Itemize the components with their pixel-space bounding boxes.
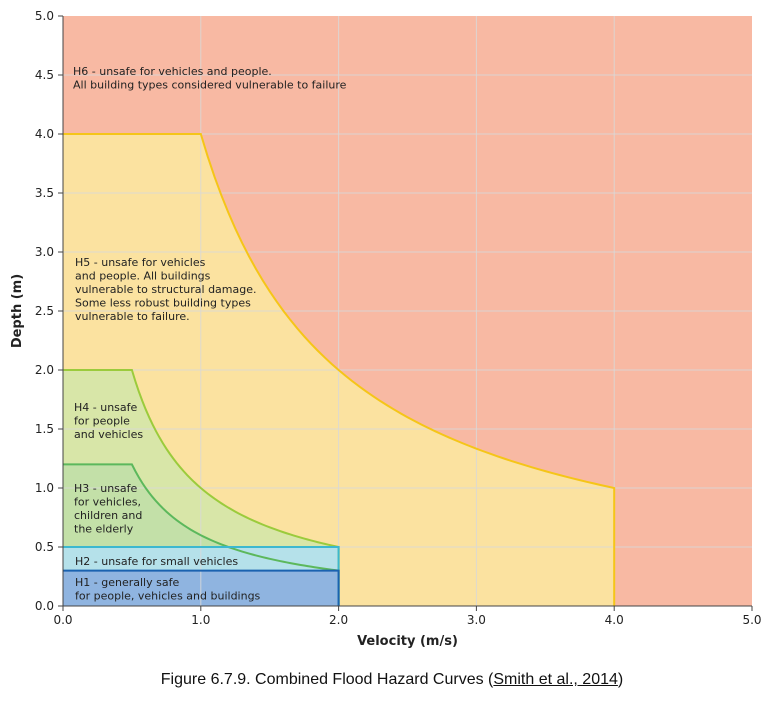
boundary-h4: [63, 369, 340, 606]
region-label-line: vulnerable to structural damage.: [75, 283, 257, 296]
region-label-line: All building types considered vulnerable…: [73, 79, 347, 92]
region-label-line: vulnerable to failure.: [75, 310, 190, 323]
region-label-h3: H3 - unsafe for vehicles, children and the …: [74, 482, 142, 536]
region-label-line: H6 - unsafe for vehicles and people.: [73, 65, 272, 78]
x-tick-label: 0.0: [53, 613, 72, 627]
region-label-line: for people, vehicles and buildings: [75, 590, 261, 603]
region-label-line: Some less robust building types: [75, 297, 251, 310]
y-tick-label: 0.5: [35, 540, 54, 554]
region-label-line: H3 - unsafe: [74, 482, 138, 495]
x-tick-label: 3.0: [467, 613, 486, 627]
x-tick-label: 4.0: [605, 613, 624, 627]
y-tick-label: 4.0: [35, 127, 54, 141]
region-label-line: for people: [74, 415, 130, 428]
y-axis-title: Depth (m): [10, 274, 25, 348]
region-label-line: H5 - unsafe for vehicles: [75, 256, 206, 269]
region-label-line: and vehicles: [74, 428, 143, 441]
y-tick-label: 4.5: [35, 68, 54, 82]
figure-caption: Figure 6.7.9. Combined Flood Hazard Curv…: [0, 671, 784, 689]
citation-link[interactable]: Smith et al., 2014: [493, 671, 618, 688]
y-tick-label: 2.5: [35, 304, 54, 318]
boundary-h1: [63, 569, 340, 606]
region-label-h6: H6 - unsafe for vehicles and people. All …: [73, 65, 347, 92]
region-label-line: H4 - unsafe: [74, 401, 138, 414]
region-label-h4: H4 - unsafe for people and vehicles: [74, 401, 143, 441]
caption-suffix: ): [617, 671, 624, 688]
region-label-h1: H1 - generally safe for people, vehicles …: [75, 576, 261, 603]
region-label-line: H2 - unsafe for small vehicles: [75, 555, 238, 568]
region-label-h2: H2 - unsafe for small vehicles: [75, 555, 238, 568]
region-label-h5: H5 - unsafe for vehicles and people. All …: [75, 256, 257, 323]
y-tick-label: 1.5: [35, 422, 54, 436]
y-tick-label: 3.5: [35, 186, 54, 200]
region-label-line: H1 - generally safe: [75, 576, 179, 589]
y-tick-label: 5.0: [35, 9, 54, 23]
boundary-h3: [63, 463, 340, 606]
x-tick-label: 2.0: [329, 613, 348, 627]
x-tick-label: 1.0: [191, 613, 210, 627]
region-label-line: for vehicles,: [74, 496, 141, 509]
caption-prefix: Figure 6.7.9. Combined Flood Hazard Curv…: [160, 671, 494, 688]
region-label-line: children and: [74, 509, 142, 522]
y-tick-label: 3.0: [35, 245, 54, 259]
x-axis-title: Velocity (m/s): [357, 634, 458, 649]
region-label-line: and people. All buildings: [75, 270, 211, 283]
y-tick-label: 1.0: [35, 481, 54, 495]
y-tick-label: 2.0: [35, 363, 54, 377]
boundary-h5: [63, 133, 616, 606]
y-tick-label: 0.0: [35, 599, 54, 613]
chart-svg: 0.0 1.0 2.0 3.0 4.0 5.0 0.0 0.5 1.0 1.5 2.0 2.5 3.0 3…: [10, 9, 762, 649]
region-label-line: the elderly: [74, 523, 134, 536]
x-tick-label: 5.0: [742, 613, 761, 627]
